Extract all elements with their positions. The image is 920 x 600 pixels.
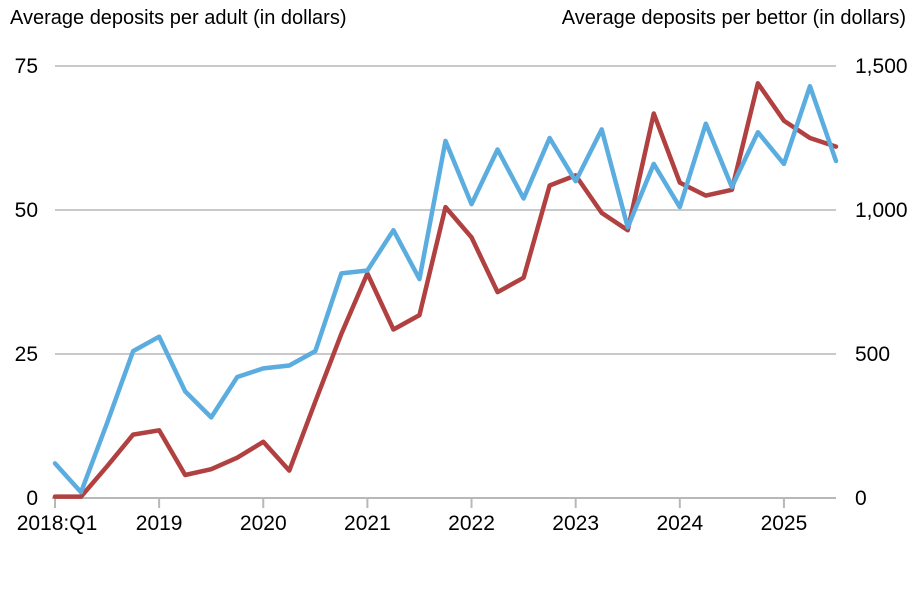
x-tick-label: 2025 bbox=[761, 512, 808, 535]
x-tick-label: 2023 bbox=[552, 512, 599, 535]
x-tick-label: 2021 bbox=[344, 512, 391, 535]
right-axis-title: Average deposits per bettor (in dollars) bbox=[561, 7, 906, 29]
left-axis-title: Average deposits per adult (in dollars) bbox=[10, 7, 347, 29]
left-tick-label: 75 bbox=[15, 55, 38, 78]
right-tick-label: 1,000 bbox=[855, 199, 908, 222]
x-tick-label: 2020 bbox=[240, 512, 287, 535]
right-tick-label: 500 bbox=[855, 343, 890, 366]
per-bettor-line bbox=[52, 81, 839, 499]
left-tick-label: 50 bbox=[15, 199, 38, 222]
right-tick-label: 0 bbox=[855, 487, 867, 510]
x-tick-label: 2019 bbox=[136, 512, 183, 535]
left-tick-label: 25 bbox=[15, 343, 38, 366]
x-tick-label: 2018:Q1 bbox=[17, 512, 98, 535]
right-tick-label: 1,500 bbox=[855, 55, 908, 78]
x-tick-label: 2022 bbox=[448, 512, 495, 535]
per-adult-line bbox=[52, 83, 839, 495]
x-tick-label: 2024 bbox=[656, 512, 703, 535]
left-tick-label: 0 bbox=[26, 487, 38, 510]
